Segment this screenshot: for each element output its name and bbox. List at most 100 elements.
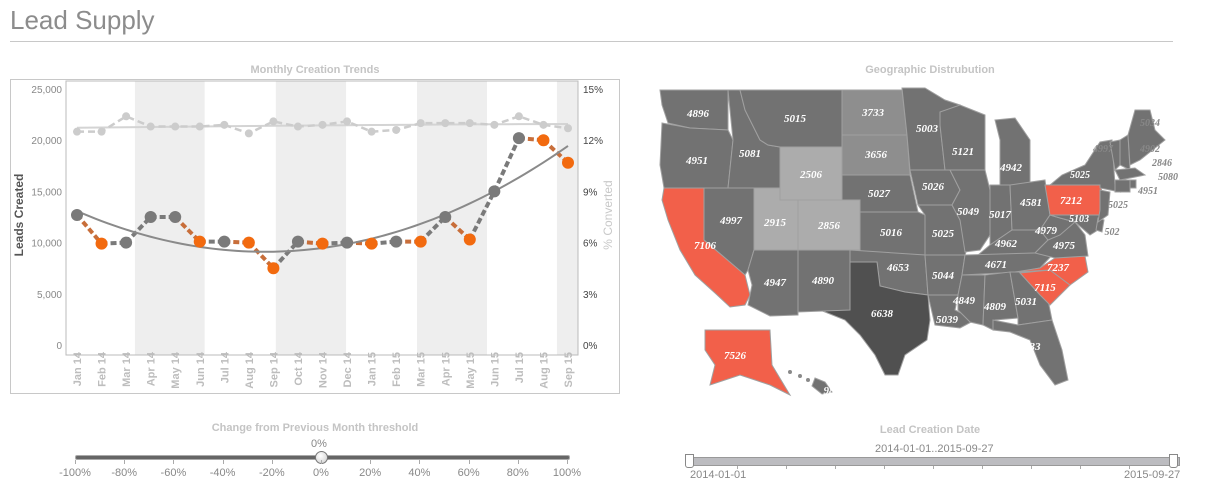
state-ri[interactable] <box>1129 179 1137 189</box>
threshold-tick-label: 80% <box>506 467 529 479</box>
state-value-label: 5039 <box>936 314 959 326</box>
state-nj[interactable] <box>1097 189 1111 224</box>
conversion-point <box>514 112 523 121</box>
date-tick <box>1031 466 1032 469</box>
threshold-value: 0% <box>311 438 327 450</box>
y2-tick-label: 9% <box>583 187 598 198</box>
date-slider-end-handle[interactable] <box>1169 454 1178 468</box>
state-value-label: 7115 <box>1034 282 1056 294</box>
leads-segment <box>492 137 521 193</box>
leads-point <box>439 211 452 223</box>
x-tick-label: Feb 14 <box>97 351 109 387</box>
conversion-point <box>490 120 499 129</box>
leads-point <box>144 211 157 223</box>
y-tick-label: 25,000 <box>31 85 62 96</box>
y2-tick-label: 12% <box>583 136 603 147</box>
state-value-label: 4997 <box>1092 144 1114 155</box>
leads-point <box>341 236 354 249</box>
state-wi[interactable] <box>939 104 986 181</box>
state-value-label: 7526 <box>724 350 747 362</box>
date-slider-title: Lead Creation Date <box>879 424 981 436</box>
quarter-band <box>417 81 487 355</box>
x-tick-label: May 14 <box>170 351 182 389</box>
date-slider-track[interactable] <box>688 457 1180 466</box>
threshold-tick <box>271 460 273 464</box>
leads-point <box>414 235 427 248</box>
state-value-label: 4896 <box>686 108 710 120</box>
conversion-point <box>171 122 180 131</box>
conversion-point <box>269 117 278 126</box>
state-value-label: 5027 <box>868 188 891 200</box>
state-ca[interactable] <box>661 187 751 308</box>
state-me[interactable] <box>1127 109 1166 166</box>
date-range-label: 2014-01-01..2015-09-27 <box>875 443 994 455</box>
threshold-tick-label: -40% <box>209 467 236 479</box>
state-value-label: 5031 <box>1015 296 1037 308</box>
state-value-label: 4809 <box>983 301 1007 313</box>
state-tx[interactable] <box>819 261 931 376</box>
state-value-label: 5003 <box>916 123 939 135</box>
x-tick-label: Jun 14 <box>195 351 207 387</box>
state-value-label: 7212 <box>1060 195 1083 207</box>
x-tick-label: Apr 15 <box>440 352 452 386</box>
date-start-label: 2014-01-01 <box>690 469 747 481</box>
state-ma[interactable] <box>1114 167 1147 181</box>
x-tick-label: Nov 14 <box>318 351 330 388</box>
leads-point <box>537 134 550 147</box>
conversion-point <box>343 117 352 126</box>
state-value-label: 4849 <box>952 295 976 307</box>
threshold-tick <box>419 460 421 464</box>
leads-point <box>463 233 476 246</box>
state-value-label: 98 <box>824 385 836 397</box>
conversion-point <box>564 124 572 133</box>
leads-point <box>218 235 231 248</box>
y-tick-label: 0 <box>56 341 62 352</box>
state-ct[interactable] <box>1114 179 1131 193</box>
threshold-tick <box>468 460 470 464</box>
threshold-tick <box>75 460 76 464</box>
y-tick-label: 20,000 <box>31 136 62 147</box>
leads-point <box>488 185 501 198</box>
date-tick <box>1080 466 1081 469</box>
leads-point <box>169 211 182 223</box>
threshold-tick-label: -80% <box>111 467 138 479</box>
leads-point <box>316 237 329 250</box>
y-axis-title: Leads Created <box>12 174 26 257</box>
leads-point <box>120 236 133 249</box>
threshold-tick <box>173 460 175 464</box>
conversion-point <box>465 119 474 128</box>
state-mi[interactable] <box>994 117 1031 186</box>
leads-point <box>365 237 378 250</box>
x-tick-label: Sep 15 <box>563 352 575 387</box>
state-value-label: 4979 <box>1034 225 1058 237</box>
state-ak[interactable] <box>704 329 792 397</box>
x-tick-label: Feb 15 <box>391 352 403 387</box>
trend-chart: 0 5,000 10,000 15,000 20,000 25,000 0% 3% 6% 9% 12… <box>12 80 615 389</box>
conversion-point <box>146 122 155 131</box>
conversion-point <box>293 122 302 131</box>
state-value-label: 5025 <box>1108 200 1128 211</box>
state-value-label: 7106 <box>694 240 717 252</box>
state-value-label: 33 <box>1029 341 1042 353</box>
y-tick-label: 15,000 <box>31 187 62 198</box>
state-nc[interactable] <box>1014 255 1089 286</box>
threshold-tick <box>567 460 568 464</box>
state-value-label: 5016 <box>880 227 903 239</box>
threshold-tick <box>321 460 322 464</box>
state-value-label: 5017 <box>989 209 1012 221</box>
state-il[interactable] <box>949 169 991 253</box>
state-value-label: 4653 <box>886 262 910 274</box>
state-nm[interactable] <box>797 249 851 313</box>
state-hi[interactable] <box>811 377 833 395</box>
state-value-label: 4947 <box>763 277 787 289</box>
state-value-label: 4951 <box>685 155 708 167</box>
date-tick <box>982 466 983 469</box>
state-fl[interactable] <box>992 319 1069 386</box>
us-map: 4896 4951 5081 5015 2506 3733 3656 5027 5016 4653… <box>659 87 1178 397</box>
date-slider-start-handle[interactable] <box>685 454 694 468</box>
leads-segment <box>468 190 497 241</box>
leads-point <box>267 262 280 275</box>
state-value-label: 4942 <box>999 162 1023 174</box>
date-tick <box>786 466 787 469</box>
